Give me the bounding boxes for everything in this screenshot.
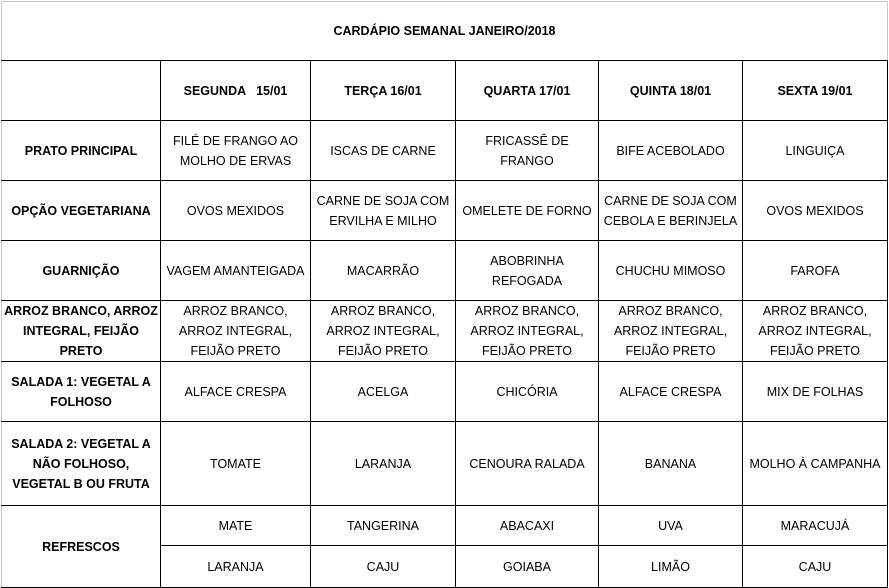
menu-cell: MACARRÃO [310, 240, 456, 301]
menu-cell: ARROZ BRANCO, ARROZ INTEGRAL, FEIJÃO PRE… [598, 300, 743, 362]
menu-cell: TOMATE [160, 421, 311, 506]
menu-cell: LINGUIÇA [742, 120, 888, 181]
day-header: SEXTA 19/01 [742, 60, 888, 121]
table-row: SALADA 2: VEGETAL A NÃO FOLHOSO, VEGETAL… [1, 421, 888, 506]
drink-cell: TANGERINA [310, 505, 456, 546]
menu-cell: MIX DE FOLHAS [742, 361, 888, 422]
drink-cell: UVA [598, 505, 743, 546]
menu-cell: CENOURA RALADA [455, 421, 599, 506]
day-header: SEGUNDA 15/01 [160, 60, 311, 121]
menu-cell: FAROFA [742, 240, 888, 301]
table-row: OPÇÃO VEGETARIANA OVOS MEXIDOS CARNE DE SO… [1, 180, 888, 241]
menu-cell: FRICASSÊ DE FRANGO [455, 120, 599, 181]
row-label: OPÇÃO VEGETARIANA [1, 180, 161, 241]
menu-cell: ARROZ BRANCO, ARROZ INTEGRAL, FEIJÃO PRE… [310, 300, 456, 362]
menu-cell: ALFACE CRESPA [160, 361, 311, 422]
menu-cell: MOLHO À CAMPANHA [742, 421, 888, 506]
row-label: SALADA 1: VEGETAL A FOLHOSO [1, 361, 161, 422]
row-label: SALADA 2: VEGETAL A NÃO FOLHOSO, VEGETAL… [1, 421, 161, 506]
drink-cell: MARACUJÁ [742, 505, 888, 546]
menu-cell: CARNE DE SOJA COM ERVILHA E MILHO [310, 180, 456, 241]
row-label: REFRESCOS [1, 505, 161, 588]
menu-cell: ARROZ BRANCO, ARROZ INTEGRAL, FEIJÃO PRE… [160, 300, 311, 362]
day-header: TERÇA 16/01 [310, 60, 456, 121]
row-label: ARROZ BRANCO, ARROZ INTEGRAL, FEIJÃO PRE… [1, 300, 161, 362]
drink-cell: GOIABA [455, 545, 599, 588]
menu-cell: OMELETE DE FORNO [455, 180, 599, 241]
drink-cell: ABACAXI [455, 505, 599, 546]
drink-cell: MATE [160, 505, 311, 546]
drink-cell: CAJU [742, 545, 888, 588]
table-row: PRATO PRINCIPAL FILÉ DE FRANGO AO MOLHO D… [1, 120, 888, 181]
drink-cell: LIMÃO [598, 545, 743, 588]
corner-cell [1, 60, 161, 121]
menu-cell: OVOS MEXIDOS [160, 180, 311, 241]
day-header: QUINTA 18/01 [598, 60, 743, 121]
menu-cell: ARROZ BRANCO, ARROZ INTEGRAL, FEIJÃO PRE… [742, 300, 888, 362]
row-label: GUARNIÇÃO [1, 240, 161, 301]
drink-cell: LARANJA [160, 545, 311, 588]
menu-cell: ISCAS DE CARNE [310, 120, 456, 181]
table-row: ARROZ BRANCO, ARROZ INTEGRAL, FEIJÃO PRE… [1, 300, 888, 362]
menu-cell: BANANA [598, 421, 743, 506]
menu-cell: VAGEM AMANTEIGADA [160, 240, 311, 301]
table-row: GUARNIÇÃO VAGEM AMANTEIGADA MACARRÃO ABOBRI… [1, 240, 888, 301]
page-title: CARDÁPIO SEMANAL JANEIRO/2018 [1, 1, 888, 61]
table-row: SALADA 1: VEGETAL A FOLHOSO ALFACE CRESPA… [1, 361, 888, 422]
menu-cell: CHICÓRIA [455, 361, 599, 422]
table-row-refrescos-2: LARANJA CAJU GOIABA LIMÃO CAJU [2, 545, 888, 588]
menu-cell: BIFE ACEBOLADO [598, 120, 743, 181]
menu-cell: ACELGA [310, 361, 456, 422]
row-label: PRATO PRINCIPAL [1, 120, 161, 181]
menu-cell: FILÉ DE FRANGO AO MOLHO DE ERVAS [160, 120, 311, 181]
menu-cell: ABOBRINHA REFOGADA [455, 240, 599, 301]
day-header: QUARTA 17/01 [455, 60, 599, 121]
menu-cell: OVOS MEXIDOS [742, 180, 888, 241]
table-row-refrescos-1: REFRESCOS MATE TANGERINA ABACAXI UVA MARACUJÁ [1, 505, 888, 588]
menu-cell: LARANJA [310, 421, 456, 506]
menu-cell: CARNE DE SOJA COM CEBOLA E BERINJELA [598, 180, 743, 241]
drink-cell: CAJU [310, 545, 456, 588]
menu-cell: ARROZ BRANCO, ARROZ INTEGRAL, FEIJÃO PRE… [455, 300, 599, 362]
menu-cell: ALFACE CRESPA [598, 361, 743, 422]
menu-cell: CHUCHU MIMOSO [598, 240, 743, 301]
